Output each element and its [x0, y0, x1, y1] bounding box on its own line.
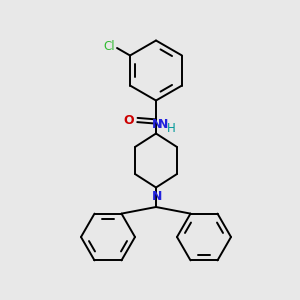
Text: H: H [167, 122, 175, 135]
Text: N: N [158, 118, 168, 131]
Text: N: N [152, 190, 162, 203]
Text: Cl: Cl [103, 40, 115, 53]
Text: N: N [152, 118, 162, 130]
Text: O: O [124, 113, 134, 127]
